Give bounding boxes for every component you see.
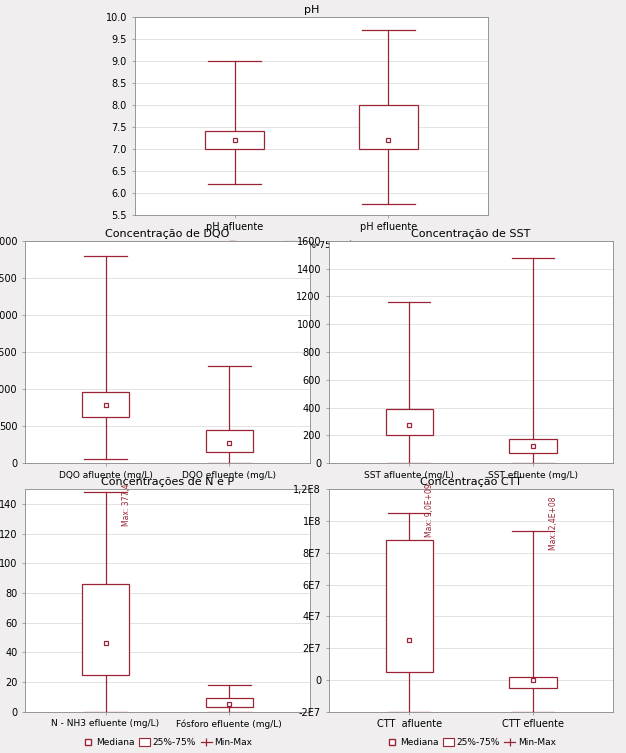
Title: Concentrações de N e P: Concentrações de N e P bbox=[101, 477, 234, 487]
Bar bbox=[205, 131, 264, 149]
Title: Concentração de SST: Concentração de SST bbox=[411, 229, 531, 239]
Title: pH: pH bbox=[304, 5, 319, 15]
Bar bbox=[510, 677, 557, 687]
Text: Max: 2,4E+08: Max: 2,4E+08 bbox=[549, 496, 558, 550]
Bar bbox=[510, 439, 557, 453]
Text: Max: 9,0E+09: Max: 9,0E+09 bbox=[425, 483, 434, 537]
Legend: Mediana, 25%-75%, Min-Max: Mediana, 25%-75%, Min-Max bbox=[386, 489, 556, 498]
Text: Max: 377,4: Max: 377,4 bbox=[121, 484, 131, 526]
Legend: Mediana, 25%-75%, Min-Max: Mediana, 25%-75%, Min-Max bbox=[83, 738, 252, 747]
Title: Concentração de DQO: Concentração de DQO bbox=[105, 229, 230, 239]
Legend: Mediana, 25%-75%, Min-Max: Mediana, 25%-75%, Min-Max bbox=[386, 738, 556, 747]
Bar bbox=[206, 698, 253, 707]
Title: Concentração CTT: Concentração CTT bbox=[420, 477, 522, 487]
Bar bbox=[206, 430, 253, 452]
Bar bbox=[359, 105, 418, 149]
Bar bbox=[82, 392, 129, 417]
Legend: Mediana, 25%-75%, Min-Max: Mediana, 25%-75%, Min-Max bbox=[83, 489, 252, 498]
Bar bbox=[82, 584, 129, 675]
Bar bbox=[386, 540, 433, 672]
Legend: Mediana, 25%-75%, Min-Max: Mediana, 25%-75%, Min-Max bbox=[227, 240, 396, 249]
Bar bbox=[386, 409, 433, 435]
